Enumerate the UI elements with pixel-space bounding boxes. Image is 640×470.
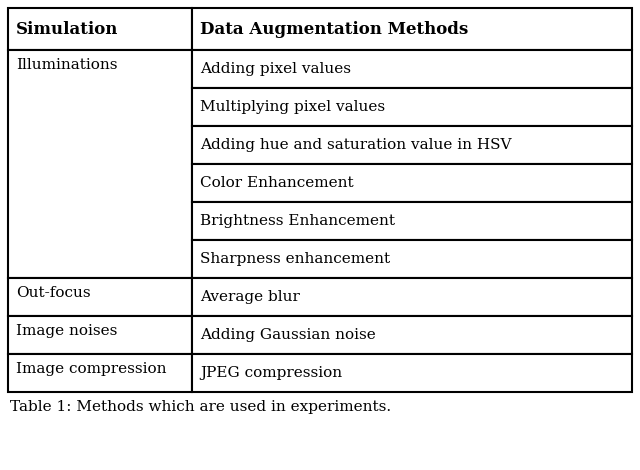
Bar <box>192 354 632 392</box>
Text: Image noises: Image noises <box>16 324 117 338</box>
Bar <box>192 8 632 50</box>
Text: Average blur: Average blur <box>200 290 300 304</box>
Bar <box>8 354 192 392</box>
Text: Table 1: Methods which are used in experiments.: Table 1: Methods which are used in exper… <box>10 400 391 414</box>
Text: Brightness Enhancement: Brightness Enhancement <box>200 214 395 228</box>
Bar <box>8 50 192 278</box>
Bar <box>192 240 632 278</box>
Text: Adding Gaussian noise: Adding Gaussian noise <box>200 328 376 342</box>
Bar <box>192 278 632 316</box>
Bar <box>192 88 632 126</box>
Bar <box>8 278 192 316</box>
Text: JPEG compression: JPEG compression <box>200 366 342 380</box>
Text: Data Augmentation Methods: Data Augmentation Methods <box>200 21 468 38</box>
Bar <box>8 8 192 50</box>
Bar <box>192 202 632 240</box>
Text: Out-focus: Out-focus <box>16 286 91 300</box>
Bar <box>192 50 632 88</box>
Bar <box>8 316 192 354</box>
Text: Simulation: Simulation <box>16 21 118 38</box>
Text: Adding hue and saturation value in HSV: Adding hue and saturation value in HSV <box>200 138 511 152</box>
Text: Multiplying pixel values: Multiplying pixel values <box>200 100 385 114</box>
Text: Image compression: Image compression <box>16 362 166 376</box>
Text: Color Enhancement: Color Enhancement <box>200 176 354 190</box>
Bar <box>192 164 632 202</box>
Text: Illuminations: Illuminations <box>16 58 118 72</box>
Bar <box>192 126 632 164</box>
Text: Sharpness enhancement: Sharpness enhancement <box>200 252 390 266</box>
Text: Adding pixel values: Adding pixel values <box>200 62 351 76</box>
Bar <box>192 316 632 354</box>
